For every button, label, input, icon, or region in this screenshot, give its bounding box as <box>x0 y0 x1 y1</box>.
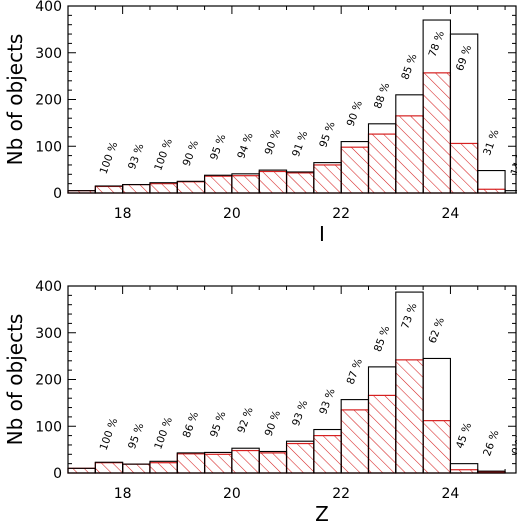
completeness-label: 26 % <box>481 429 501 458</box>
selected-bar <box>149 462 178 474</box>
selected-bar <box>231 449 260 474</box>
completeness-label: 93 % <box>126 142 146 171</box>
selected-bar <box>313 164 342 194</box>
completeness-label: 45 % <box>454 421 474 450</box>
selected-bar <box>367 133 397 194</box>
histogram-panel-i: 0 100 200 300 400 18 20 22 24 I Nb of objects 100 %… <box>3 0 517 246</box>
completeness-label: 94 % <box>235 131 255 160</box>
completeness-label: 90 % <box>263 127 283 156</box>
selected-bar <box>94 185 124 194</box>
completeness-label: 85 % <box>372 324 392 353</box>
y-tick-label: 400 <box>35 0 62 15</box>
completeness-label: 90 % <box>263 409 283 438</box>
x-tick-label: 22 <box>332 486 350 502</box>
selected-bar <box>203 453 233 474</box>
completeness-label: 95 % <box>126 422 146 451</box>
y-tick-label: 0 <box>53 186 62 202</box>
selected-bar <box>422 420 452 474</box>
selected-bar <box>340 146 370 194</box>
completeness-label: 31 % <box>481 128 501 157</box>
y-tick-label: 300 <box>35 326 62 342</box>
selected-bar <box>231 175 260 194</box>
selected-bar <box>340 409 370 474</box>
y-tick-label: 100 <box>35 419 62 435</box>
y-tick-label: 200 <box>35 373 62 389</box>
completeness-label: 86 % <box>181 410 201 439</box>
selected-bar <box>422 72 452 194</box>
completeness-label: 90 % <box>345 99 365 128</box>
selected-bar <box>313 435 342 474</box>
completeness-label: 92 % <box>235 406 255 435</box>
selected-bar <box>67 467 96 474</box>
completeness-label: 90 % <box>181 139 201 168</box>
histogram-panel-z: 0 100 200 300 400 18 20 22 24 Z Nb of objects 100 %… <box>3 279 517 526</box>
y-tick-label: 300 <box>35 46 62 62</box>
completeness-label: 100 % <box>152 137 175 172</box>
x-tick-label: 24 <box>442 206 460 222</box>
selected-bar <box>258 170 288 194</box>
completeness-label: 95 % <box>208 133 228 162</box>
completeness-label: 93 % <box>317 387 337 416</box>
completeness-label: 0 % <box>510 434 517 457</box>
selected-bar <box>285 442 315 474</box>
selected-bar <box>395 359 424 474</box>
completeness-label: 87 % <box>345 357 365 386</box>
selected-bar <box>122 183 151 194</box>
completeness-label: 93 % <box>290 399 310 428</box>
completeness-label: 14 % <box>509 148 517 177</box>
completeness-label: 91 % <box>290 129 310 158</box>
selected-bar <box>203 175 233 194</box>
x-axis-label: I <box>319 222 325 246</box>
selected-bar <box>258 452 288 474</box>
selected-bar <box>149 183 178 194</box>
x-tick-label: 18 <box>114 206 132 222</box>
completeness-label: 78 % <box>427 29 447 58</box>
completeness-label: 73 % <box>399 301 419 330</box>
completeness-label: 100 % <box>98 417 121 452</box>
y-tick-label: 100 <box>35 139 62 155</box>
x-axis-label: Z <box>315 502 329 526</box>
completeness-label: 85 % <box>399 52 419 81</box>
y-axis-label: Nb of objects <box>3 34 27 166</box>
x-tick-label: 20 <box>223 486 241 502</box>
y-tick-label: 400 <box>35 279 62 295</box>
completeness-label: 95 % <box>208 410 228 439</box>
y-tick-label: 0 <box>53 466 62 482</box>
completeness-label: 100 % <box>152 416 175 451</box>
completeness-label: 100 % <box>98 140 121 175</box>
selected-bar <box>94 462 124 474</box>
y-tick-label: 200 <box>35 93 62 109</box>
x-tick-label: 18 <box>114 486 132 502</box>
completeness-label: 95 % <box>317 120 337 149</box>
completeness-label: 69 % <box>454 43 474 72</box>
y-axis-label: Nb of objects <box>3 314 27 446</box>
x-tick-label: 20 <box>223 206 241 222</box>
selected-bar <box>367 394 397 474</box>
selected-bar <box>285 172 315 194</box>
selected-bar <box>449 142 479 194</box>
completeness-label: 88 % <box>372 81 392 110</box>
completeness-label: 62 % <box>427 316 447 345</box>
selected-bar <box>395 115 424 194</box>
x-tick-label: 22 <box>332 206 350 222</box>
selected-bar <box>176 453 206 474</box>
selected-bar <box>122 463 151 474</box>
selected-bar <box>176 181 206 194</box>
x-tick-label: 24 <box>442 486 460 502</box>
